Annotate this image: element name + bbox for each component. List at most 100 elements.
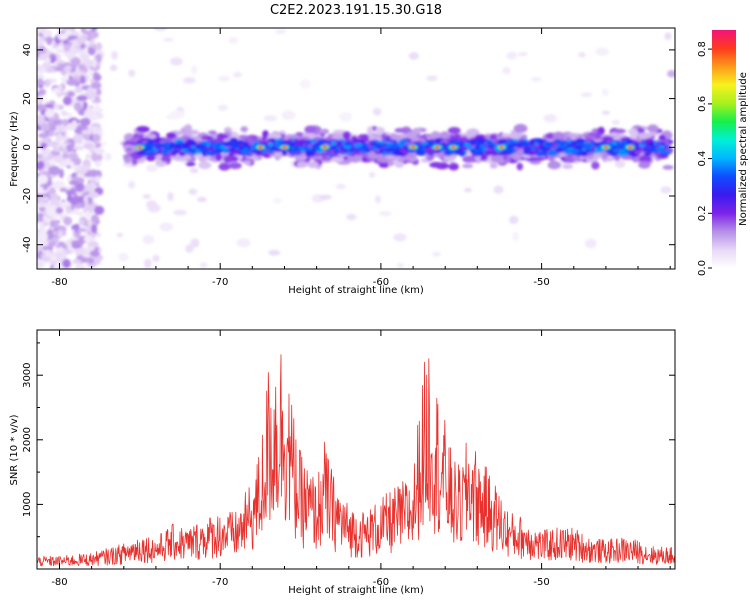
heatmap-blob xyxy=(37,84,44,89)
heatmap-blob xyxy=(85,28,92,31)
heatmap-blob xyxy=(37,74,45,79)
heatmap-blob xyxy=(319,139,325,144)
heatmap-blob xyxy=(638,161,651,169)
heatmap-blob xyxy=(213,149,223,154)
snr-y-tick-label: 3000 xyxy=(22,362,33,387)
heatmap-blob xyxy=(185,162,196,167)
heatmap-blob xyxy=(215,153,222,162)
heatmap-blob xyxy=(479,144,485,148)
heatmap-blob xyxy=(95,42,103,51)
heatmap-blob xyxy=(422,141,429,146)
heatmap-blob xyxy=(547,150,558,157)
heatmap-blob xyxy=(116,232,123,238)
heatmap-blob xyxy=(416,149,426,156)
heatmap-blob xyxy=(167,192,174,202)
heatmap-blob xyxy=(408,52,419,60)
heatmap-blob xyxy=(281,110,296,121)
heatmap-blob xyxy=(94,205,105,215)
heatmap-blob xyxy=(429,161,443,168)
snr-x-axis-label: Height of straight line (km) xyxy=(288,585,424,596)
heatmap-blob xyxy=(243,160,252,166)
heatmap-blob xyxy=(37,197,46,203)
heatmap-blob xyxy=(88,191,99,199)
heatmap-blob xyxy=(292,147,300,152)
snr-x-tick-label: -70 xyxy=(212,577,228,588)
heatmap-blob xyxy=(44,204,56,210)
heatmap-blob xyxy=(614,159,626,168)
heatmap-blob xyxy=(399,142,405,146)
heatmap-blob xyxy=(43,79,51,88)
heatmap-blob xyxy=(385,141,390,145)
heatmap-blob xyxy=(154,28,167,32)
heatmap-blob xyxy=(173,209,187,216)
heatmap-blob xyxy=(89,250,100,257)
heatmap-blob xyxy=(448,163,459,171)
heatmap-blob xyxy=(57,84,64,91)
heatmap-blob xyxy=(630,130,639,137)
heatmap-blob xyxy=(601,88,609,97)
heatmap-blob xyxy=(459,149,464,153)
heatmap-blob xyxy=(353,154,360,161)
heatmap-blob xyxy=(190,238,200,248)
heatmap-blob xyxy=(168,111,183,120)
heatmap-blob xyxy=(304,125,316,134)
heatmap-blob xyxy=(38,160,45,169)
heatmap-blob xyxy=(81,129,93,135)
heatmap-blob xyxy=(539,145,546,150)
heatmap-blob xyxy=(617,151,629,157)
figure-title: C2E2.2023.191.15.30.G18 xyxy=(270,3,442,18)
heatmap-blob xyxy=(287,134,301,139)
heatmap-blob xyxy=(83,143,94,150)
heatmap-blob xyxy=(233,141,242,146)
heatmap-blob xyxy=(45,249,51,258)
heatmap-blob xyxy=(644,151,652,156)
heatmap-ticks: -80 -70 -60 -50 -40 -20 0 20 40 xyxy=(22,28,675,288)
heatmap-blob xyxy=(128,180,136,189)
heatmap-blob xyxy=(63,216,73,226)
heatmap-blob xyxy=(83,235,93,243)
heatmap-blob xyxy=(611,141,618,146)
heatmap-blob xyxy=(659,142,666,147)
heatmap-blob xyxy=(281,145,288,149)
heatmap-blob xyxy=(66,189,74,196)
heatmap-blob xyxy=(85,182,95,193)
heatmap-blob xyxy=(208,130,217,135)
heatmap-blob xyxy=(188,188,198,195)
heatmap-blob xyxy=(587,143,595,146)
snr-y-tick-label: 2000 xyxy=(22,427,33,452)
heatmap-blob xyxy=(71,259,82,265)
heatmap-blob xyxy=(71,240,80,245)
heatmap-blob xyxy=(67,91,75,97)
heatmap-blob xyxy=(474,141,480,145)
heatmap-y-tick-label: 20 xyxy=(22,92,33,105)
snr-y-tick-label: 1000 xyxy=(22,492,33,517)
heatmap-blob xyxy=(96,88,102,96)
heatmap-blob xyxy=(44,104,55,108)
snr-frame xyxy=(36,329,676,570)
heatmap-blob xyxy=(462,155,476,163)
heatmap-blob xyxy=(342,148,348,152)
heatmap-blob xyxy=(199,262,208,268)
heatmap-blob xyxy=(425,147,436,155)
heatmap-blob xyxy=(78,49,87,56)
heatmap-blob xyxy=(62,118,68,127)
heatmap-x-axis-label: Height of straight line (km) xyxy=(288,285,424,296)
heatmap-blob xyxy=(389,144,399,148)
heatmap-blob xyxy=(94,160,102,167)
heatmap-blob xyxy=(75,45,82,50)
heatmap-blob xyxy=(516,162,524,171)
heatmap-blob xyxy=(349,149,357,153)
heatmap-blob xyxy=(74,182,85,193)
heatmap-blob xyxy=(312,143,322,148)
heatmap-blob xyxy=(638,144,646,147)
colorbar-scale xyxy=(712,30,736,268)
heatmap-blob xyxy=(626,138,633,145)
heatmap-blob xyxy=(506,51,518,60)
heatmap-blob xyxy=(257,145,263,149)
heatmap-blob xyxy=(123,154,130,160)
heatmap-blob xyxy=(593,131,602,141)
heatmap-blob xyxy=(184,124,192,132)
heatmap-blob xyxy=(353,143,363,148)
